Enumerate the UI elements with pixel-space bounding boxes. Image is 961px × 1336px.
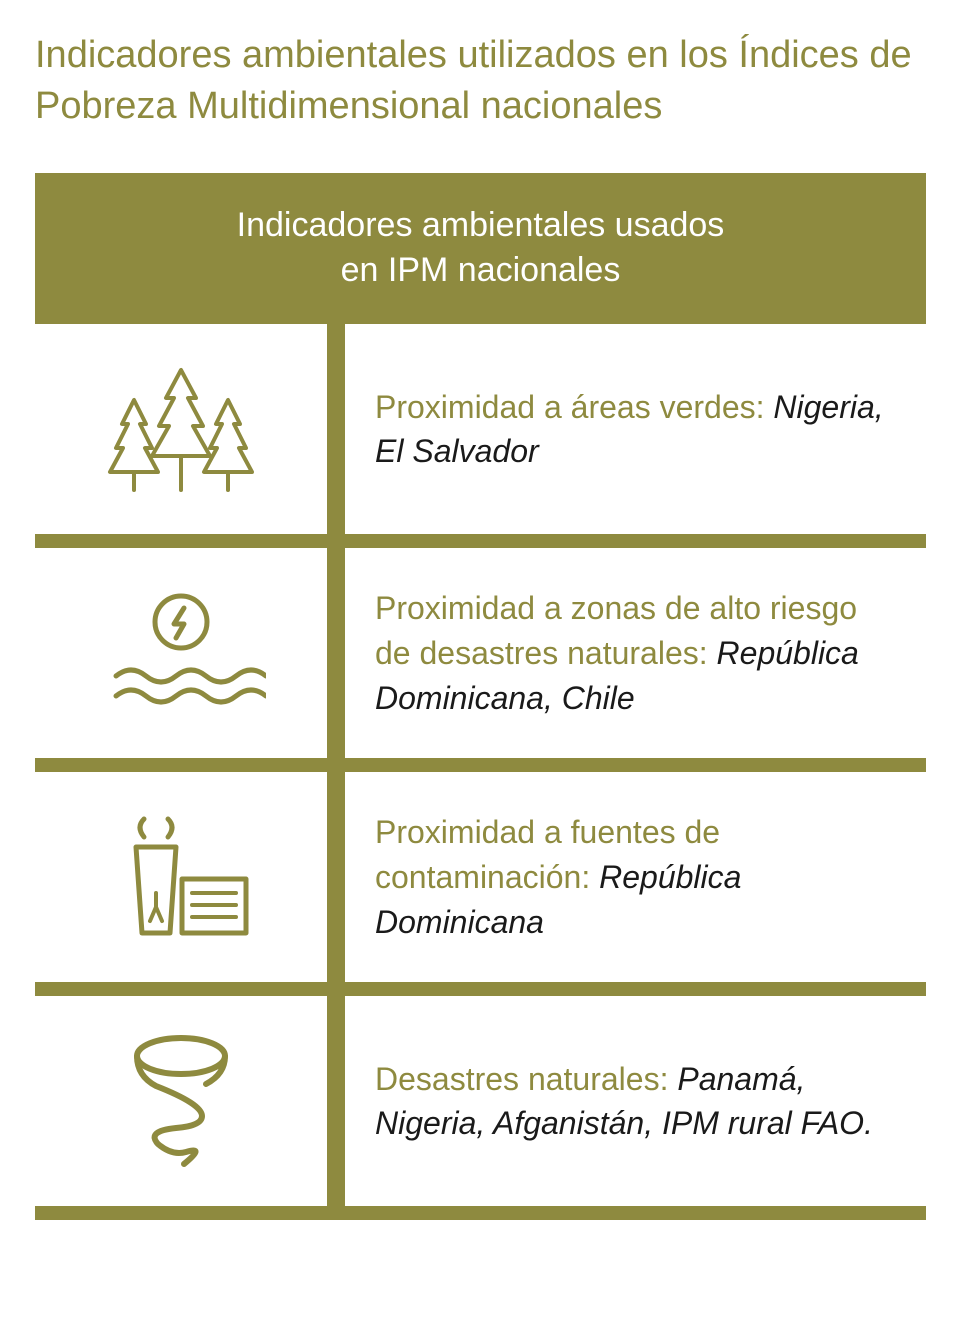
header-line-2: en IPM nacionales bbox=[55, 248, 906, 294]
icon-cell bbox=[35, 772, 345, 982]
flood-lightning-icon bbox=[96, 588, 266, 718]
table-row: Desastres naturales: Panamá, Nigeria, Af… bbox=[35, 996, 926, 1220]
icon-cell bbox=[35, 324, 345, 534]
table-row: Proximidad a áreas verdes: Nigeria, El S… bbox=[35, 324, 926, 548]
header-line-1: Indicadores ambientales usados bbox=[55, 203, 906, 249]
text-cell: Proximidad a fuentes de contaminación: R… bbox=[345, 772, 926, 982]
factory-pollution-icon bbox=[96, 807, 266, 947]
text-cell: Proximidad a áreas verdes: Nigeria, El S… bbox=[345, 324, 926, 534]
page-title: Indicadores ambientales utilizados en lo… bbox=[35, 30, 926, 133]
table-row: Proximidad a zonas de alto riesgo de des… bbox=[35, 548, 926, 772]
icon-cell bbox=[35, 996, 345, 1206]
trees-icon bbox=[96, 364, 266, 494]
text-cell: Desastres naturales: Panamá, Nigeria, Af… bbox=[345, 996, 926, 1206]
table-row: Proximidad a fuentes de contaminación: R… bbox=[35, 772, 926, 996]
table-header: Indicadores ambientales usados en IPM na… bbox=[35, 173, 926, 325]
text-cell: Proximidad a zonas de alto riesgo de des… bbox=[345, 548, 926, 758]
icon-cell bbox=[35, 548, 345, 758]
infographic-table: Indicadores ambientales usados en IPM na… bbox=[35, 173, 926, 1221]
tornado-icon bbox=[106, 1026, 256, 1176]
